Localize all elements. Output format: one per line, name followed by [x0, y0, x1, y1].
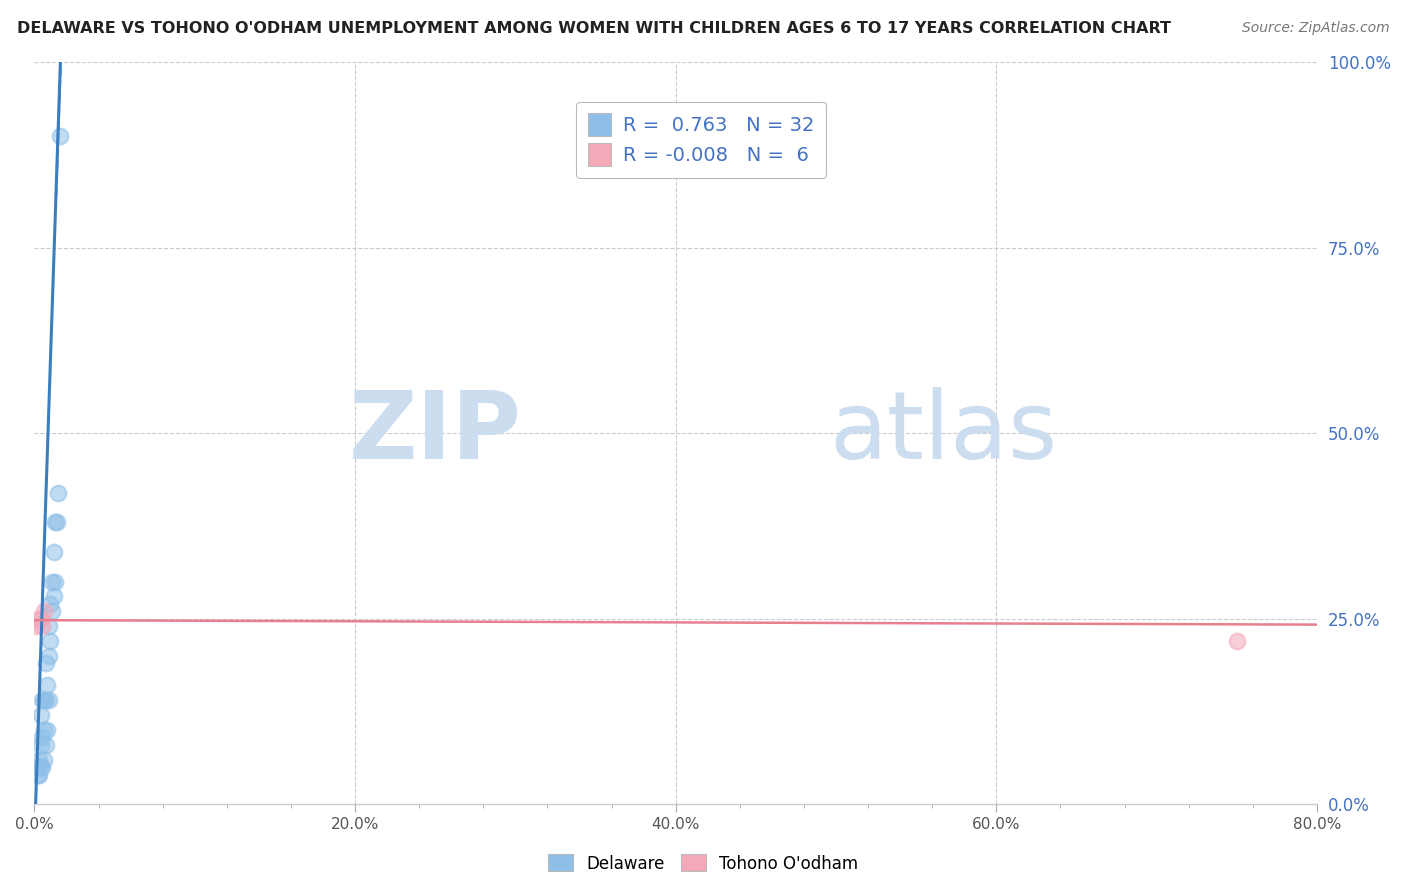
Point: [30, 760, 52, 774]
Legend: Delaware, Tohono O'odham: Delaware, Tohono O'odham: [541, 847, 865, 880]
Point: [31, 619, 53, 633]
Point: [27, 612, 49, 626]
Point: [25, 619, 48, 633]
Point: [38, 619, 60, 633]
Point: [31, 693, 53, 707]
Text: ZIP: ZIP: [349, 387, 522, 479]
Point: [49, 129, 72, 144]
Point: [32, 753, 55, 767]
Point: [42, 545, 65, 559]
Point: [38, 648, 60, 663]
Point: [34, 693, 56, 707]
Point: [32, 723, 55, 737]
Point: [48, 485, 70, 500]
Point: [32, 693, 55, 707]
Point: [44, 574, 66, 589]
Point: [39, 597, 62, 611]
Point: [34, 738, 56, 752]
Point: [37, 723, 59, 737]
Point: [42, 590, 65, 604]
Point: [41, 574, 63, 589]
Point: [27, 760, 49, 774]
Point: [41, 604, 63, 618]
Point: [38, 693, 60, 707]
Point: [1226, 634, 1249, 648]
Legend: R =  0.763   N = 32, R = -0.008   N =  6: R = 0.763 N = 32, R = -0.008 N = 6: [576, 102, 827, 178]
Text: DELAWARE VS TOHONO O'ODHAM UNEMPLOYMENT AMONG WOMEN WITH CHILDREN AGES 6 TO 17 Y: DELAWARE VS TOHONO O'ODHAM UNEMPLOYMENT …: [17, 21, 1171, 36]
Point: [30, 738, 52, 752]
Point: [28, 767, 51, 781]
Point: [37, 678, 59, 692]
Point: [44, 515, 66, 529]
Point: [45, 515, 67, 529]
Point: [32, 604, 55, 618]
Point: [31, 731, 53, 745]
Point: [28, 753, 51, 767]
Text: Source: ZipAtlas.com: Source: ZipAtlas.com: [1241, 21, 1389, 35]
Point: [30, 612, 52, 626]
Point: [27, 767, 49, 781]
Text: atlas: atlas: [830, 387, 1057, 479]
Point: [31, 760, 53, 774]
Point: [39, 634, 62, 648]
Point: [30, 708, 52, 723]
Point: [34, 657, 56, 671]
